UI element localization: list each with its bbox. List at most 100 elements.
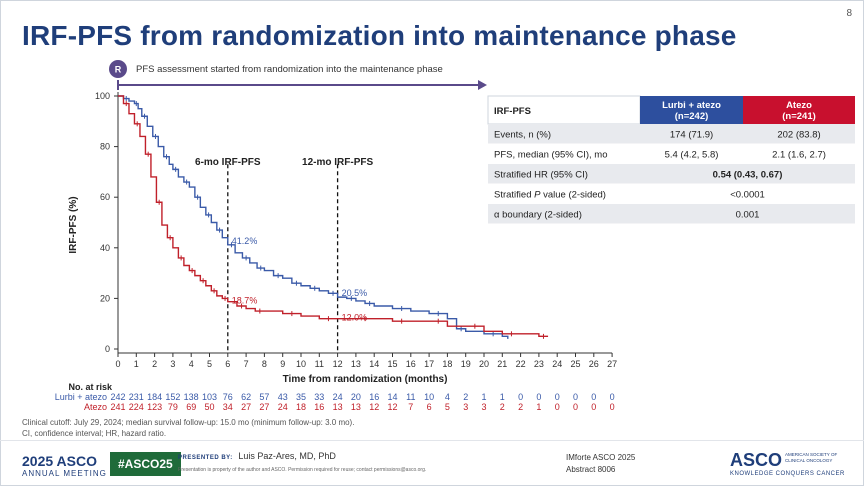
- risk-cell: 184: [147, 392, 162, 402]
- stats-row-label: Stratified P value (2-sided): [494, 190, 606, 201]
- atezo-curve: [118, 95, 549, 338]
- y-axis-title: IRF-PFS (%): [68, 196, 79, 253]
- risk-cell: 69: [186, 402, 196, 412]
- risk-cell: 241: [110, 402, 125, 412]
- risk-cell: 24: [278, 402, 288, 412]
- slide-number: 8: [846, 8, 852, 19]
- x-tick-label: 25: [570, 359, 580, 369]
- atezo-landmark-value: 12.0%: [342, 313, 368, 323]
- asco-tagline: KNOWLEDGE CONQUERS CANCER: [730, 471, 845, 477]
- risk-cell: 0: [591, 392, 596, 402]
- x-tick-label: 26: [589, 359, 599, 369]
- risk-cell: 12: [387, 402, 397, 412]
- stats-merged-value: 0.001: [736, 210, 760, 221]
- stats-label-italic: P: [534, 190, 541, 201]
- stats-header-lurbi: Lurbi + atezo: [662, 100, 721, 111]
- risk-cell: 1: [481, 392, 486, 402]
- y-tick-label: 80: [100, 142, 110, 152]
- x-tick-label: 27: [607, 359, 617, 369]
- stats-merged-value: <0.0001: [730, 190, 765, 201]
- stats-header-atezo-cell: [743, 96, 855, 124]
- lurbi-landmark-value: 41.2%: [232, 236, 258, 246]
- risk-cell: 0: [591, 402, 596, 412]
- x-tick-label: 10: [296, 359, 306, 369]
- x-tick-label: 2: [152, 359, 157, 369]
- risk-cell: 0: [610, 392, 615, 402]
- risk-cell: 4: [445, 392, 450, 402]
- risk-cell: 1: [500, 392, 505, 402]
- copyright-notice: Presentation is property of the author a…: [178, 467, 427, 473]
- risk-cell: 224: [129, 402, 144, 412]
- risk-cell: 6: [427, 402, 432, 412]
- x-tick-label: 21: [497, 359, 507, 369]
- risk-row-label: Atezo: [84, 402, 107, 412]
- meeting-year: 2025 ASCO: [22, 453, 97, 469]
- x-tick-label: 6: [225, 359, 230, 369]
- risk-cell: 152: [165, 392, 180, 402]
- x-tick-label: 7: [244, 359, 249, 369]
- randomization-arrowhead: [478, 80, 487, 90]
- x-tick-label: 14: [369, 359, 379, 369]
- risk-cell: 16: [369, 392, 379, 402]
- stats-row-label: Events, n (%): [494, 130, 551, 141]
- randomization-badge-label: R: [115, 65, 122, 75]
- abstract-number: Abstract 8006: [566, 465, 616, 474]
- risk-cell: 13: [351, 402, 361, 412]
- risk-cell: 33: [314, 392, 324, 402]
- asco-logo: ASCO AMERICAN SOCIETY OF CLINICAL ONCOLOG…: [730, 450, 845, 477]
- landmark-label: 12-mo IRF-PFS: [302, 157, 373, 168]
- y-tick-label: 20: [100, 293, 110, 303]
- x-tick-label: 17: [424, 359, 434, 369]
- risk-cell: 2: [463, 392, 468, 402]
- x-tick-label: 19: [461, 359, 471, 369]
- x-tick-label: 13: [351, 359, 361, 369]
- risk-table-header: No. at risk: [68, 382, 113, 392]
- risk-cell: 138: [184, 392, 199, 402]
- x-tick-label: 0: [115, 359, 120, 369]
- x-tick-label: 12: [333, 359, 343, 369]
- risk-row-label: Lurbi + atezo: [55, 392, 107, 402]
- risk-cell: 3: [481, 402, 486, 412]
- risk-cell: 34: [223, 402, 233, 412]
- randomization-note: PFS assessment started from randomizatio…: [136, 64, 443, 75]
- asco-brand: ASCO: [730, 450, 783, 470]
- footnote-abbrev: CI, confidence interval; HR, hazard rati…: [22, 429, 167, 438]
- stats-row-bg: [488, 184, 855, 204]
- risk-cell: 27: [259, 402, 269, 412]
- stats-row-bg: [488, 124, 855, 144]
- x-tick-label: 24: [552, 359, 562, 369]
- risk-cell: 16: [314, 402, 324, 412]
- risk-cell: 0: [573, 402, 578, 412]
- stats-merged-value: 0.54 (0.43, 0.67): [713, 170, 783, 181]
- stats-lurbi-value: 174 (71.9): [670, 130, 713, 141]
- risk-cell: 24: [333, 392, 343, 402]
- stats-header-lurbi-n: (n=242): [675, 111, 709, 122]
- x-tick-label: 9: [280, 359, 285, 369]
- stats-header-atezo-n: (n=241): [782, 111, 816, 122]
- risk-cell: 2: [500, 402, 505, 412]
- x-tick-label: 23: [534, 359, 544, 369]
- x-tick-label: 3: [170, 359, 175, 369]
- stats-row-bg: [488, 164, 855, 184]
- footnote-cutoff: Clinical cutoff: July 29, 2024; median s…: [22, 418, 355, 427]
- presented-by-label: PRESENTED BY:: [178, 455, 233, 461]
- meeting-label: ANNUAL MEETING: [22, 469, 107, 478]
- x-axis-title: Time from randomization (months): [283, 374, 448, 385]
- stats-header-atezo: Atezo: [786, 100, 812, 111]
- y-tick-label: 40: [100, 243, 110, 253]
- stats-atezo-value: 2.1 (1.6, 2.7): [772, 150, 826, 161]
- stats-label-part: Stratified: [494, 190, 534, 201]
- risk-cell: 242: [110, 392, 125, 402]
- lurbi-landmark-value: 20.5%: [342, 288, 368, 298]
- x-tick-label: 1: [134, 359, 139, 369]
- presenter-info: PRESENTED BY: Luis Paz-Ares, MD, PhD Pre…: [178, 451, 426, 473]
- risk-cell: 35: [296, 392, 306, 402]
- risk-cell: 76: [223, 392, 233, 402]
- x-tick-label: 11: [315, 359, 324, 369]
- risk-cell: 0: [555, 402, 560, 412]
- risk-cell: 5: [445, 402, 450, 412]
- risk-cell: 79: [168, 402, 178, 412]
- x-tick-label: 15: [387, 359, 397, 369]
- stats-header-lurbi-cell: [640, 96, 743, 124]
- risk-cell: 11: [406, 392, 415, 402]
